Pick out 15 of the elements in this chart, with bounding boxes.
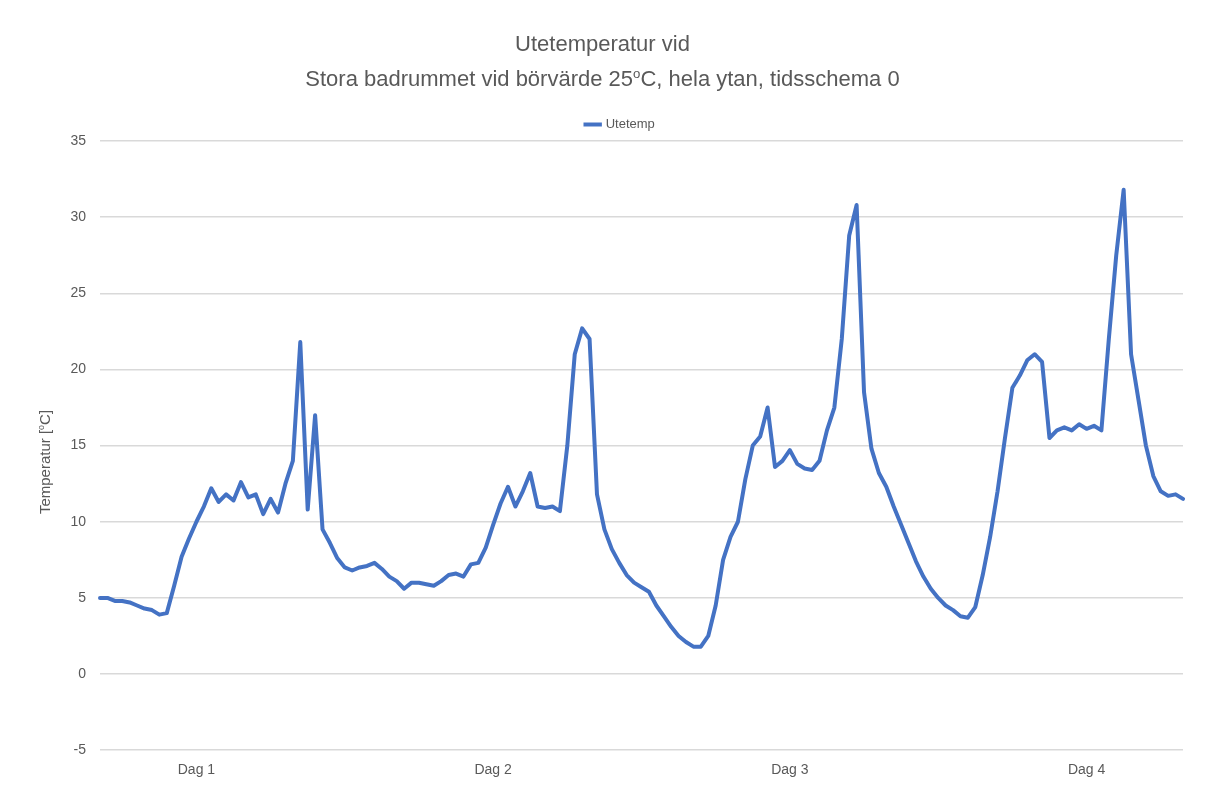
y-tick-label: 20 (70, 360, 87, 377)
y-tick-label: 35 (70, 131, 87, 148)
x-tick-label: Dag 4 (1067, 761, 1106, 778)
chart-title: Utetemperatur vid Stora badrummet vid börvärde 25$^{o}$C, hela ytan, tidsschema 0 (304, 30, 901, 93)
legend-label: Utetemp (605, 116, 655, 132)
y-tick-label: 5 (78, 588, 87, 605)
x-tick-label: Dag 1 (177, 761, 216, 778)
y-tick-label: 30 (70, 208, 87, 225)
y-tick-label: 25 (70, 284, 87, 301)
y-tick-label: -5 (73, 741, 87, 758)
x-tick-label: Dag 2 (474, 761, 513, 778)
y-tick-label: 0 (78, 664, 87, 681)
x-tick-label: Dag 3 (771, 761, 809, 778)
y-tick-label: 15 (70, 436, 87, 453)
y-tick-label: 10 (70, 512, 87, 529)
